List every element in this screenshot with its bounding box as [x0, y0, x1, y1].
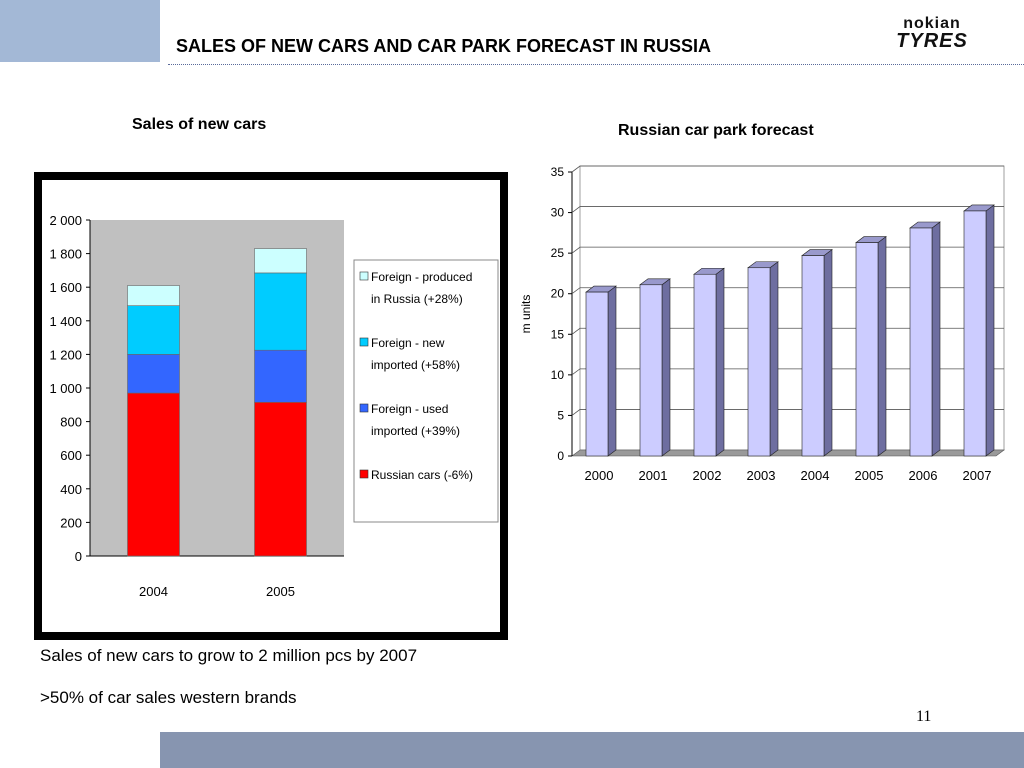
slide-title: SALES OF NEW CARS AND CAR PARK FORECAST …	[176, 36, 712, 56]
footer-bar	[160, 732, 1024, 768]
park-bar-side	[931, 221, 941, 457]
park-x-tick-label: 2007	[963, 468, 992, 483]
park-bar	[855, 235, 887, 457]
park-bar-side	[823, 248, 833, 457]
svg-text:TYRES: TYRES	[896, 30, 968, 50]
park-bar-side	[769, 261, 779, 457]
park-bar-front	[963, 210, 987, 457]
park-gridline	[571, 165, 1004, 173]
park-y-tick-label: 35	[551, 165, 565, 179]
park-gridline	[571, 206, 1004, 213]
park-bar-front	[747, 267, 771, 457]
sales-bar-segment	[254, 349, 307, 403]
park-bar-side	[715, 267, 725, 457]
park-bar	[801, 248, 833, 457]
sales-legend-box	[353, 259, 499, 523]
sales-legend-label: Foreign - used	[371, 402, 448, 416]
car-park-chart: 35 30 25 20 15 10 5 0 m units 2000 2001 2002 2003 200…	[519, 165, 1005, 483]
park-x-tick-label: 2005	[855, 468, 884, 483]
park-bar-side	[661, 278, 671, 457]
page-number: 11	[916, 708, 932, 725]
sales-legend-label: imported (+58%)	[371, 358, 460, 372]
park-y-tick-label: 10	[551, 368, 565, 382]
park-x-tick-label: 2001	[639, 468, 668, 483]
nokian-tyres-logo: nokian TYRES	[896, 15, 968, 50]
sales-y-tick-label: 1 200	[49, 347, 82, 362]
sales-x-tick-label: 2005	[266, 584, 295, 599]
sales-y-tick-label: 1 800	[49, 247, 82, 262]
sales-chart: 2 000 1 800 1 600 1 400 1 200 1 000 800 600 400 2…	[49, 213, 499, 599]
park-bar-side	[607, 285, 617, 457]
park-bar	[585, 285, 617, 457]
sales-y-tick-label: 800	[60, 415, 82, 430]
sales-legend-label: Foreign - new	[371, 336, 445, 350]
park-bar	[909, 221, 941, 457]
park-y-tick-label: 25	[551, 246, 565, 260]
park-y-tick-label: 30	[551, 206, 565, 220]
sales-legend-label: Russian cars (-6%)	[371, 468, 473, 482]
park-y-tick-label: 20	[551, 287, 565, 301]
sales-bar-segment	[254, 248, 307, 274]
park-y-tick-label: 15	[551, 327, 565, 341]
sales-y-tick-label: 1 600	[49, 280, 82, 295]
sales-y-tick-label: 1 000	[49, 381, 82, 396]
park-bar	[963, 204, 995, 457]
park-bar-front	[855, 242, 879, 457]
park-floor	[571, 449, 1005, 457]
sales-legend-swatch	[359, 271, 369, 281]
sales-y-tick-label: 1 400	[49, 314, 82, 329]
sales-y-tick-label: 400	[60, 482, 82, 497]
sales-y-tick-label: 600	[60, 448, 82, 463]
park-bar-front	[585, 291, 609, 457]
svg-text:nokian: nokian	[903, 15, 961, 32]
sales-bar-segment	[254, 272, 307, 351]
bullet-sales-growth: Sales of new cars to grow to 2 million p…	[40, 646, 418, 665]
sales-bar-segment	[127, 354, 180, 394]
sales-legend-label: imported (+39%)	[371, 424, 460, 438]
park-y-tick-label: 5	[557, 408, 564, 422]
bullet-western-brands: >50% of car sales western brands	[40, 688, 297, 707]
sales-chart-frame: 2 000 1 800 1 600 1 400 1 200 1 000 800 600 400 2…	[34, 172, 508, 640]
sales-legend-swatch	[359, 337, 369, 347]
title-divider	[168, 64, 1024, 65]
sales-legend: Foreign - produced in Russia (+28%) Foreig…	[353, 259, 499, 523]
sales-y-tick-label: 2 000	[49, 213, 82, 228]
sales-y-tick-label: 200	[60, 515, 82, 530]
sales-legend-swatch	[359, 469, 369, 479]
park-y-axis-label: m units	[519, 295, 533, 334]
sales-legend-swatch	[359, 403, 369, 413]
park-bar-front	[639, 284, 663, 457]
park-x-tick-label: 2004	[801, 468, 830, 483]
park-bar-front	[909, 227, 933, 457]
sales-chart-title: Sales of new cars	[132, 116, 267, 133]
sales-x-tick-label: 2004	[139, 584, 168, 599]
park-x-tick-label: 2003	[747, 468, 776, 483]
park-bar-front	[801, 255, 825, 457]
park-bar	[693, 267, 725, 457]
park-x-tick-label: 2006	[909, 468, 938, 483]
sales-legend-label: Foreign - produced	[371, 270, 472, 284]
corner-accent-block	[0, 0, 160, 62]
sales-bar-segment	[127, 392, 180, 557]
park-x-tick-label: 2000	[585, 468, 614, 483]
sales-bar-segment	[254, 401, 307, 557]
sales-bar-segment	[127, 305, 180, 355]
park-bar	[747, 261, 779, 457]
sales-y-tick-label: 0	[75, 549, 82, 564]
sales-bar-segment	[127, 285, 180, 306]
park-x-tick-label: 2002	[693, 468, 722, 483]
park-y-tick-label: 0	[557, 449, 564, 463]
park-bar-front	[693, 273, 717, 457]
sales-chart-panel: 2 000 1 800 1 600 1 400 1 200 1 000 800 600 400 2…	[42, 180, 500, 632]
car-park-chart-title: Russian car park forecast	[618, 122, 814, 139]
park-bar-side	[877, 235, 887, 457]
sales-legend-label: in Russia (+28%)	[371, 292, 463, 306]
park-bar-side	[985, 204, 995, 457]
park-bar	[639, 278, 671, 457]
